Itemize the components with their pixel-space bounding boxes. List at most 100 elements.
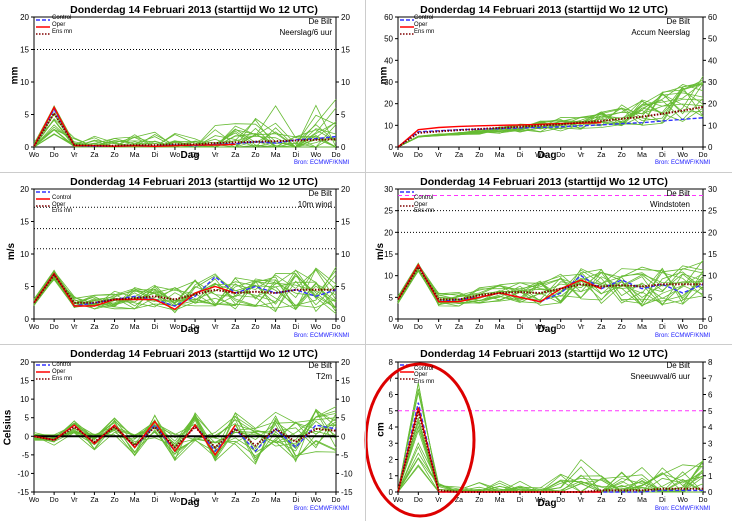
- y-tick-label: -5: [22, 451, 30, 460]
- x-tick-label: Vr: [71, 324, 78, 331]
- x-tick-label: Do: [414, 324, 423, 331]
- y-tick-label: 5: [341, 111, 346, 120]
- x-tick-label: Za: [455, 152, 463, 159]
- x-tick-label: Ma: [271, 152, 281, 159]
- x-tick-label: Di: [659, 497, 666, 504]
- x-tick-label: Ma: [495, 324, 505, 331]
- x-tick-label: Zo: [618, 497, 626, 504]
- x-tick-label: Vr: [435, 497, 442, 504]
- y-tick-label: 20: [341, 13, 350, 22]
- x-tick-label: Zo: [110, 497, 118, 504]
- ens-mean-series-line: [397, 105, 704, 148]
- x-tick-label: Di: [517, 152, 524, 159]
- y-tick-label: 30: [708, 78, 717, 87]
- y-tick-label: 15: [341, 46, 350, 55]
- y-tick-label: 0: [341, 143, 346, 152]
- x-tick-label: Do: [332, 497, 341, 504]
- x-tick-label: Za: [597, 497, 605, 504]
- y-tick-label: 20: [20, 13, 29, 22]
- y-tick-label: 0: [25, 315, 30, 324]
- x-tick-label: Zo: [475, 497, 483, 504]
- x-tick-label: Di: [517, 497, 524, 504]
- ens-mean-series-line: [33, 425, 337, 449]
- y-tick-label: 5: [389, 407, 394, 416]
- chart-panel-5: 0 0 1 1 2 2 3 3 4 4 5 5 6 6 7 7 8 8 Wo Do Vr Za Zo Ma Di Wo Do Vr Za…: [364, 358, 713, 518]
- y-tick-label: 5: [25, 414, 30, 423]
- x-tick-label: Zo: [475, 152, 483, 159]
- y-tick-label: 7: [389, 374, 394, 383]
- y-tick-label: 30: [384, 78, 393, 87]
- x-tick-label: Di: [292, 324, 299, 331]
- x-tick-label: Za: [90, 324, 98, 331]
- y-tick-label: 15: [20, 46, 29, 55]
- y-tick-label: 8: [708, 358, 713, 367]
- y-tick-label: 25: [708, 207, 717, 216]
- x-tick-label: Do: [50, 152, 59, 159]
- x-tick-label: Do: [699, 152, 708, 159]
- y-tick-label: 10: [20, 250, 29, 259]
- x-tick-label: Ma: [637, 497, 647, 504]
- x-tick-label: Wo: [29, 324, 39, 331]
- x-tick-label: Zo: [251, 152, 259, 159]
- y-tick-label: 10: [20, 395, 29, 404]
- y-tick-label: 15: [20, 377, 29, 386]
- x-tick-label: Di: [517, 324, 524, 331]
- x-tick-label: Ma: [130, 152, 140, 159]
- y-tick-label: 20: [708, 228, 717, 237]
- x-tick-label: Za: [455, 497, 463, 504]
- y-tick-label: 40: [708, 56, 717, 65]
- y-tick-label: 60: [708, 13, 717, 22]
- y-tick-label: 40: [384, 56, 393, 65]
- ensemble-member-line: [397, 265, 704, 305]
- x-tick-label: Zo: [110, 324, 118, 331]
- ensemble-member-line: [33, 410, 337, 457]
- x-tick-label: Za: [90, 152, 98, 159]
- x-tick-label: Do: [50, 324, 59, 331]
- x-tick-label: Ma: [637, 324, 647, 331]
- x-tick-label: Zo: [251, 497, 259, 504]
- x-tick-label: Ma: [130, 497, 140, 504]
- x-tick-label: Zo: [110, 152, 118, 159]
- x-tick-label: Wo: [170, 324, 180, 331]
- plot-frame: [397, 361, 704, 493]
- y-tick-label: 25: [384, 207, 393, 216]
- x-tick-label: Wo: [393, 497, 403, 504]
- panel-divider-vertical: [365, 0, 366, 521]
- y-tick-label: 10: [708, 272, 717, 281]
- x-tick-label: Do: [191, 152, 200, 159]
- x-tick-label: Di: [659, 152, 666, 159]
- plot-frame: [33, 361, 337, 493]
- x-tick-label: Do: [414, 152, 423, 159]
- y-tick-label: 50: [708, 35, 717, 44]
- x-tick-label: Ma: [130, 324, 140, 331]
- x-tick-label: Ma: [271, 497, 281, 504]
- x-tick-label: Vr: [71, 152, 78, 159]
- y-tick-label: 6: [708, 391, 713, 400]
- y-tick-label: 30: [384, 185, 393, 194]
- chart-panel-2: 0 0 5 5 10 10 15 15 20 20 Wo Do Vr Za Zo Ma Di Wo Do Vr Za Zo…: [20, 185, 350, 331]
- y-tick-label: 50: [384, 35, 393, 44]
- chart-panel-1: 0 0 10 10 20 20 30 30 40 40 50 50 60 60 Wo Do Vr Za Zo Ma Di…: [384, 13, 717, 159]
- y-tick-label: 20: [20, 185, 29, 194]
- ensemble-member-line: [397, 92, 704, 148]
- y-tick-label: 0: [341, 315, 346, 324]
- y-tick-label: 10: [20, 78, 29, 87]
- ens-mean-series-line: [397, 410, 703, 493]
- y-tick-label: 20: [341, 185, 350, 194]
- y-tick-label: -10: [17, 469, 29, 478]
- y-tick-label: 15: [384, 250, 393, 259]
- x-tick-label: Wo: [29, 152, 39, 159]
- y-tick-label: 1: [708, 472, 713, 481]
- panel-divider-bottom: [0, 344, 732, 345]
- x-tick-label: Wo: [677, 497, 687, 504]
- y-tick-label: 10: [341, 395, 350, 404]
- y-tick-label: 20: [708, 100, 717, 109]
- y-tick-label: 30: [708, 185, 717, 194]
- x-tick-label: Di: [292, 497, 299, 504]
- panel-divider-top: [0, 172, 732, 173]
- x-tick-label: Do: [50, 497, 59, 504]
- y-tick-label: 5: [708, 407, 713, 416]
- x-tick-label: Ma: [637, 152, 647, 159]
- y-tick-label: 0: [708, 143, 713, 152]
- y-tick-label: 4: [708, 423, 713, 432]
